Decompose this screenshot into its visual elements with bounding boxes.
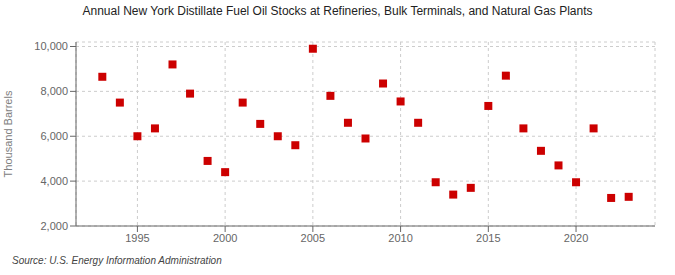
html-text:Annual New York Distillate Fue: Annual New York Distillate Fuel Oil Stoc… xyxy=(82,4,593,18)
svg-text:2020: 2020 xyxy=(564,232,588,244)
svg-text:2000: 2000 xyxy=(213,232,237,244)
svg-text:8,000: 8,000 xyxy=(40,85,68,97)
svg-text:Thousand Barrels: Thousand Barrels xyxy=(8,90,14,177)
svg-text:4,000: 4,000 xyxy=(40,175,68,187)
svg-text:2010: 2010 xyxy=(388,232,412,244)
svg-text:1995: 1995 xyxy=(125,232,149,244)
svg-text:6,000: 6,000 xyxy=(40,130,68,142)
svg-text:2015: 2015 xyxy=(476,232,500,244)
svg-text:10,000: 10,000 xyxy=(34,40,68,52)
html-text:Source: U.S. Energy Informatio: Source: U.S. Energy Information Administ… xyxy=(12,255,222,266)
svg-text:2,000: 2,000 xyxy=(40,220,68,232)
svg-text:2005: 2005 xyxy=(301,232,325,244)
